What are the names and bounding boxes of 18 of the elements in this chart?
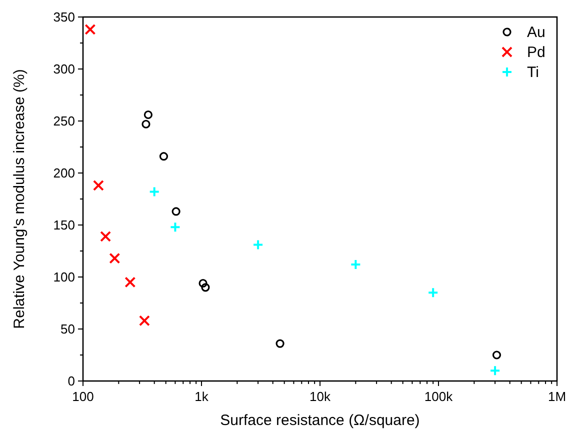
y-tick-label: 300: [53, 62, 75, 76]
x-axis-title: Surface resistance (Ω/square): [220, 412, 420, 429]
y-tick-label: 350: [53, 10, 75, 24]
x-tick-label: 10k: [310, 389, 331, 404]
y-tick-label: 200: [53, 166, 75, 180]
x-tick-label: 100: [72, 389, 94, 404]
y-tick-label: 150: [53, 218, 75, 232]
y-tick-label: 0: [68, 374, 75, 388]
legend-label: Pd: [527, 44, 546, 61]
y-axis-title: Relative Young's modulus increase (%): [11, 69, 28, 329]
y-tick-label: 100: [53, 270, 75, 284]
y-tick-label: 250: [53, 114, 75, 128]
y-tick-label: 50: [60, 322, 75, 336]
x-tick-label: 100k: [424, 389, 454, 404]
legend-label: Au: [527, 24, 546, 41]
x-tick-label: 1k: [194, 389, 209, 404]
legend-label: Ti: [527, 64, 539, 81]
x-tick-label: 1M: [548, 389, 566, 404]
